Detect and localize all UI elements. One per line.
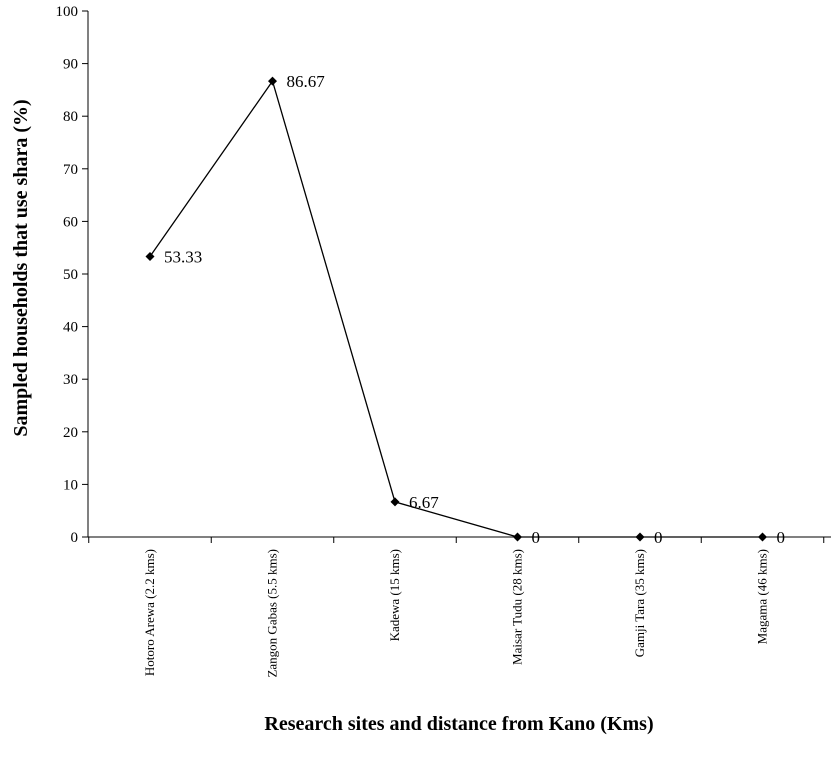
y-tick-label: 60: [63, 214, 78, 230]
y-axis-title: Sampled households that use shara (%): [10, 99, 32, 436]
y-tick-label: 90: [63, 57, 78, 73]
y-tick-label: 20: [63, 425, 78, 441]
y-tick-label: 100: [56, 4, 79, 20]
x-tick-label: Zangon Gabas (5.5 kms): [265, 549, 280, 678]
y-tick-label: 0: [71, 530, 79, 546]
y-tick-label: 30: [63, 372, 78, 388]
x-axis-title: Research sites and distance from Kano (K…: [264, 713, 653, 735]
data-label: 86.67: [287, 72, 326, 91]
y-tick-label: 70: [63, 162, 78, 178]
data-label: 53.33: [164, 247, 202, 266]
data-point-marker: [513, 532, 522, 542]
data-label: 0: [777, 528, 786, 547]
x-tick-label: Kadewa (15 kms): [387, 549, 402, 641]
x-tick-label: Maisar Tudu (28 kms): [510, 549, 525, 665]
data-point-marker: [390, 497, 400, 507]
y-tick-label: 10: [63, 477, 78, 493]
series-polyline: [149, 79, 763, 538]
data-point-marker: [145, 251, 155, 261]
data-point-marker: [635, 532, 645, 542]
data-label: 6.67: [409, 493, 439, 512]
series-line: [145, 76, 767, 542]
y-tick-label: 40: [63, 320, 78, 336]
x-tick-label: Magama (46 kms): [755, 549, 770, 644]
data-point-marker: [758, 532, 767, 542]
data-point-marker: [268, 76, 277, 86]
y-tick-label: 80: [63, 109, 78, 125]
data-label: 0: [532, 528, 541, 547]
x-axis-ticks: Hotoro Arewa (2.2 kms) Zangon Gabas (5.5 …: [88, 537, 825, 678]
y-tick-label: 50: [63, 267, 78, 283]
data-labels: 53.33 86.67 6.67 0 0 0: [164, 72, 785, 547]
chart-axes: [87, 11, 831, 538]
x-tick-label: Hotoro Arewa (2.2 kms): [142, 549, 157, 676]
y-axis-ticks: 0 10 20 30 40 50 60 70 80 90 100: [56, 4, 88, 546]
x-tick-label: Gamji Tara (35 kms): [632, 549, 647, 657]
data-label: 0: [654, 528, 663, 547]
